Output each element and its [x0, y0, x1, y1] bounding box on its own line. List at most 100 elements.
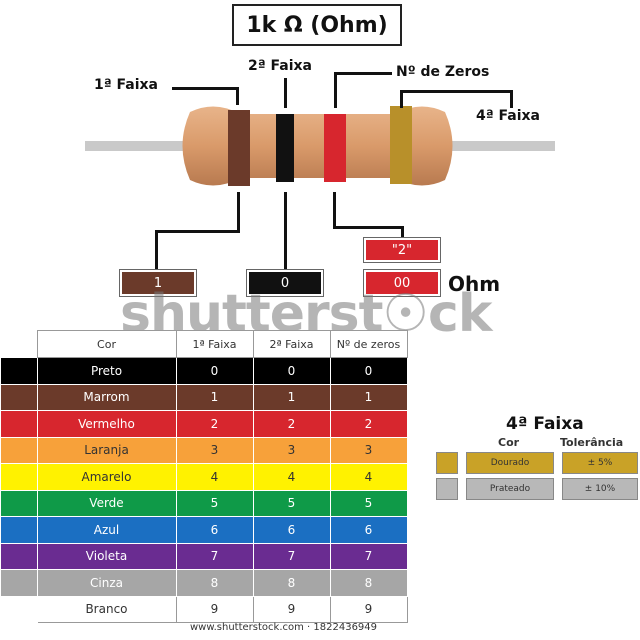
color-swatch [0, 569, 38, 597]
color-name: Cinza [36, 569, 177, 597]
band1-value: 9 [175, 595, 254, 623]
zeros-value: 7 [329, 542, 408, 570]
table-row: Vermelho 2 2 2 [0, 410, 408, 438]
label-band4: 4ª Faixa [476, 108, 540, 124]
table-row: Azul 6 6 6 [0, 516, 408, 544]
tolerance-color-name: Prateado [466, 478, 554, 500]
band1-value: 0 [175, 357, 254, 385]
title: 1k Ω (Ohm) [246, 12, 388, 38]
band2-value: 5 [252, 489, 331, 517]
zeros-value: 1 [329, 383, 408, 411]
zeros-value: 0 [329, 357, 408, 385]
zeros-value: 2 [329, 410, 408, 438]
label-band2: 2ª Faixa [248, 58, 312, 74]
band2-value: 9 [252, 595, 331, 623]
color-name: Vermelho [36, 410, 177, 438]
color-swatch [0, 595, 38, 623]
tolerance-title: 4ª Faixa [506, 414, 584, 434]
color-swatch [0, 410, 38, 438]
table-row: Violeta 7 7 7 [0, 542, 408, 570]
band1-value: 1 [175, 383, 254, 411]
color-swatch [0, 463, 38, 491]
leader-zeros [334, 72, 392, 75]
resistor-graphic [85, 106, 555, 186]
color-swatch [0, 436, 38, 464]
color-name: Amarelo [36, 463, 177, 491]
unit-ohm: Ohm [448, 272, 501, 296]
leader-band2 [284, 78, 287, 108]
table-header-row: Cor 1ª Faixa 2ª Faixa Nº de zeros [0, 330, 408, 358]
color-name: Laranja [36, 436, 177, 464]
band-1 [228, 110, 250, 186]
band1-value: 5 [175, 489, 254, 517]
label-zeros: Nº de Zeros [396, 64, 490, 80]
tolerance-value: ± 5% [562, 452, 638, 474]
band1-value: 3 [175, 436, 254, 464]
leader-band4 [400, 90, 512, 93]
color-name: Violeta [36, 542, 177, 570]
zeros-value: 3 [329, 436, 408, 464]
band1-value: 6 [175, 516, 254, 544]
band2-value: 8 [252, 569, 331, 597]
tolerance-table: Dourado ± 5% Prateado ± 10% [436, 452, 640, 504]
header-zeros: Nº de zeros [329, 330, 408, 358]
band-3 [324, 114, 346, 182]
leader-band1 [172, 87, 238, 90]
band2-value: 1 [252, 383, 331, 411]
band2-value: 2 [252, 410, 331, 438]
footer-watermark-text: www.shutterstock.com · 1822436949 [190, 622, 378, 633]
tolerance-row: Dourado ± 5% [436, 452, 640, 474]
value-band2: 0 [246, 269, 324, 297]
band1-value: 8 [175, 569, 254, 597]
table-row: Cinza 8 8 8 [0, 569, 408, 597]
table-row: Marrom 1 1 1 [0, 383, 408, 411]
color-swatch [0, 383, 38, 411]
band1-value: 7 [175, 542, 254, 570]
band2-value: 3 [252, 436, 331, 464]
tolerance-header-value: Tolerância [560, 436, 624, 449]
value-zeros: 00 [363, 269, 441, 297]
tolerance-color-name: Dourado [466, 452, 554, 474]
title-box: 1k Ω (Ohm) [232, 4, 402, 46]
color-name: Marrom [36, 383, 177, 411]
color-swatch [0, 489, 38, 517]
color-swatch [0, 357, 38, 385]
tolerance-header-color: Cor [498, 436, 520, 449]
tolerance-swatch [436, 452, 458, 474]
tolerance-row: Prateado ± 10% [436, 478, 640, 500]
color-name: Azul [36, 516, 177, 544]
band-2 [276, 114, 294, 182]
zeros-value: 6 [329, 516, 408, 544]
color-name: Branco [36, 595, 177, 623]
color-code-table: Cor 1ª Faixa 2ª Faixa Nº de zeros Preto 0… [0, 330, 408, 623]
zeros-value: 9 [329, 595, 408, 623]
band2-value: 0 [252, 357, 331, 385]
value-band1: 1 [119, 269, 197, 297]
table-row: Laranja 3 3 3 [0, 436, 408, 464]
value-zeros-count: "2" [363, 237, 441, 263]
zeros-value: 8 [329, 569, 408, 597]
tolerance-value: ± 10% [562, 478, 638, 500]
color-swatch [0, 516, 38, 544]
color-name: Preto [36, 357, 177, 385]
band1-value: 2 [175, 410, 254, 438]
label-band1: 1ª Faixa [94, 77, 158, 93]
zeros-value: 5 [329, 489, 408, 517]
band1-value: 4 [175, 463, 254, 491]
table-row: Amarelo 4 4 4 [0, 463, 408, 491]
band2-value: 4 [252, 463, 331, 491]
tolerance-swatch [436, 478, 458, 500]
table-row: Branco 9 9 9 [0, 595, 408, 623]
zeros-value: 4 [329, 463, 408, 491]
table-row: Preto 0 0 0 [0, 357, 408, 385]
band2-value: 6 [252, 516, 331, 544]
header-color: Cor [36, 330, 177, 358]
leader-value1 [237, 192, 240, 232]
leader-value2 [284, 192, 287, 270]
color-swatch [0, 542, 38, 570]
band-4 [390, 106, 412, 184]
table-row: Verde 5 5 5 [0, 489, 408, 517]
header-band2: 2ª Faixa [252, 330, 331, 358]
band2-value: 7 [252, 542, 331, 570]
header-band1: 1ª Faixa [175, 330, 254, 358]
